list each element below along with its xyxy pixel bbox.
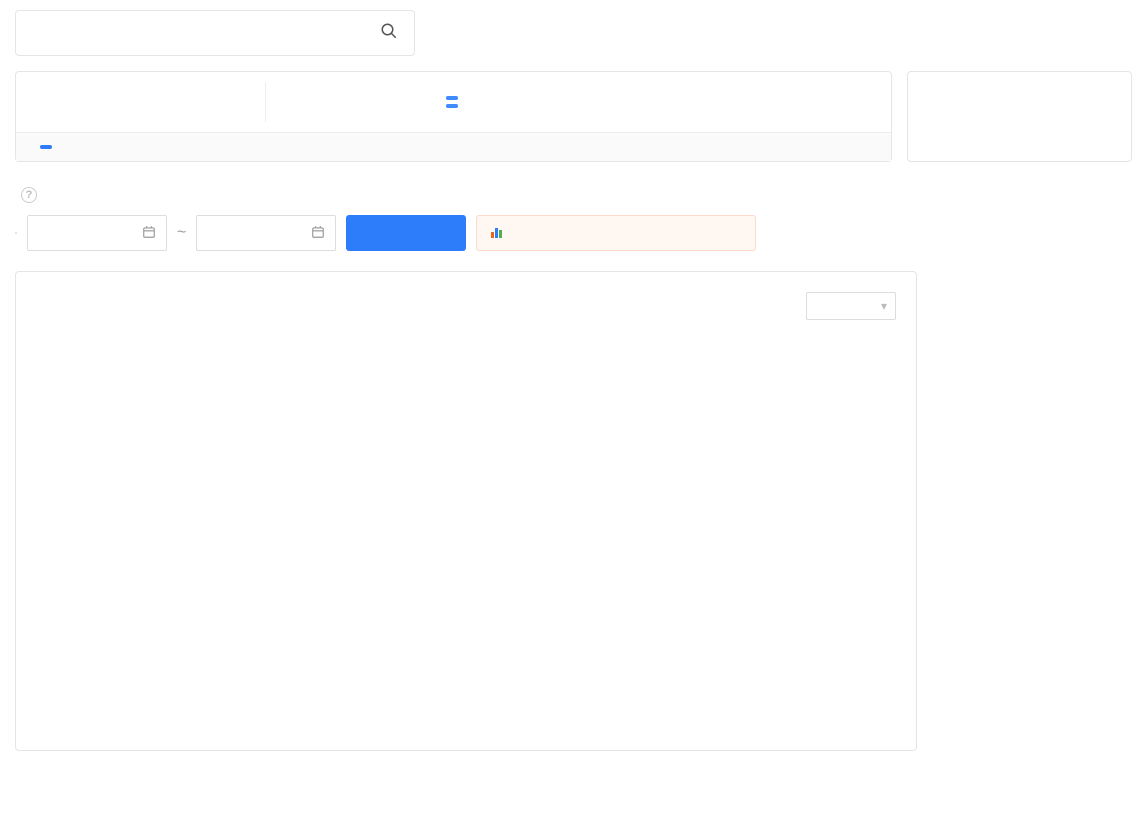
category-row [286,104,871,108]
search-box[interactable] [15,10,415,56]
side-stats [937,271,1132,751]
device-ratio-bar [937,299,1132,321]
weekday-chart-block [937,519,1132,629]
date-separator: ~ [177,224,186,242]
chevron-down-icon: ▾ [881,299,887,313]
calendar-icon [311,225,325,242]
promo-box[interactable] [476,215,756,251]
trademark-info-card [15,71,892,162]
date-to-input[interactable] [196,215,336,251]
weekday-bar-chart [937,519,1132,629]
help-icon[interactable]: ? [21,187,37,203]
brand-name [176,82,266,122]
age-chart-block [937,387,1132,497]
bar-chart-icon [491,228,502,238]
reg-badge [446,96,458,100]
tip-badge [40,145,52,149]
legend-row: ▾ [36,292,896,320]
category-row [286,96,871,100]
line-chart [36,330,896,730]
reg-badge [446,104,458,108]
calendar-icon [142,225,156,242]
gender-ratio-block [937,343,1132,365]
date-from-input[interactable] [27,215,167,251]
section-title: ? [15,187,1132,203]
query-button[interactable] [346,215,466,251]
category-list [266,92,871,112]
search-input[interactable] [32,24,380,42]
main-chart-card: ▾ [15,271,917,751]
period-segment [15,232,17,234]
device-ratio-block [937,299,1132,321]
gender-ratio-bar [937,343,1132,365]
side-more-card[interactable] [907,71,1132,162]
interval-select[interactable]: ▾ [806,292,896,320]
search-icon[interactable] [380,22,398,45]
age-bar-chart [937,387,1132,497]
tip-bar [16,132,891,161]
controls-row: ~ [15,215,1132,251]
